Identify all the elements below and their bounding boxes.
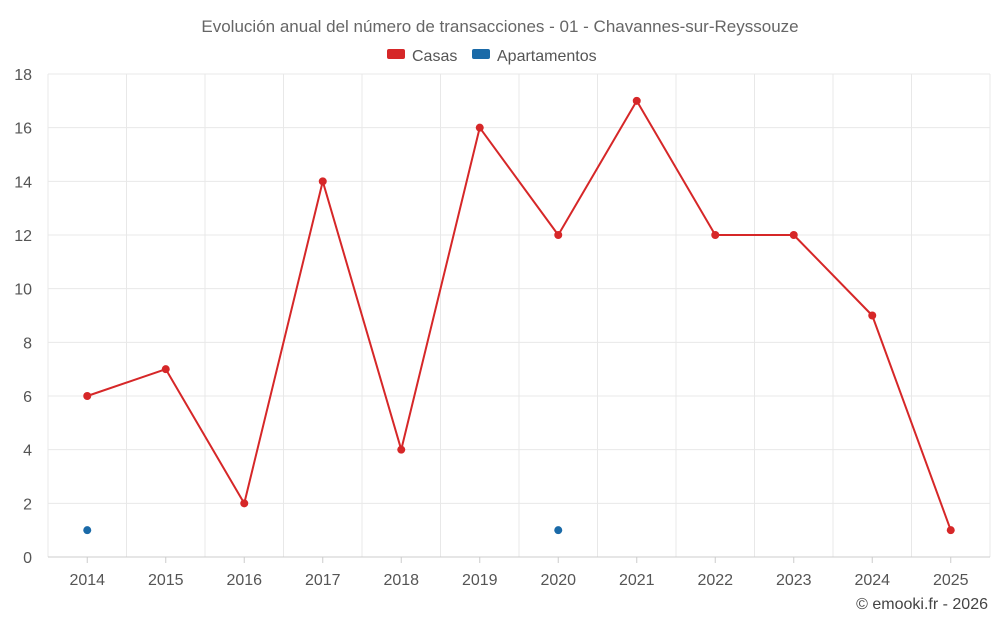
x-tick-label: 2018 <box>383 572 419 589</box>
grid <box>47 73 991 557</box>
data-point-apartamentos <box>554 526 563 535</box>
data-point-casas <box>83 392 92 400</box>
data-point-casas <box>868 311 877 320</box>
legend-swatch-casas <box>387 49 405 59</box>
y-tick-label: 2 <box>23 496 32 513</box>
x-tick-label: 2016 <box>226 572 262 589</box>
x-tick-label: 2017 <box>305 572 341 589</box>
x-tick-label: 2024 <box>854 572 890 589</box>
y-tick-label: 18 <box>14 67 32 84</box>
y-tick-label: 16 <box>14 121 32 138</box>
legend-swatch-apartamentos <box>472 49 490 59</box>
x-tick-label: 2023 <box>776 572 812 589</box>
legend-label-casas[interactable]: Casas <box>412 48 457 65</box>
y-tick-label: 12 <box>14 228 32 245</box>
data-point-casas <box>161 365 170 374</box>
series <box>83 96 955 535</box>
x-tick-label: 2022 <box>697 572 733 589</box>
y-tick-label: 0 <box>23 550 32 567</box>
data-point-casas <box>397 445 406 454</box>
data-point-casas <box>318 177 327 186</box>
y-tick-label: 10 <box>14 282 32 299</box>
data-point-casas <box>711 231 720 239</box>
x-tick-label: 2019 <box>462 572 498 589</box>
legend[interactable]: Casas Apartamentos <box>387 48 597 65</box>
data-point-casas <box>946 526 955 535</box>
data-point-casas <box>475 123 484 132</box>
x-tick-label: 2021 <box>619 572 655 589</box>
y-tick-label: 6 <box>23 389 32 406</box>
y-axis: 0 2 4 6 8 10 12 14 16 18 <box>14 67 32 567</box>
data-point-casas <box>554 231 563 239</box>
data-point-casas <box>789 231 798 239</box>
x-tick-label: 2020 <box>540 572 576 589</box>
legend-label-apartamentos[interactable]: Apartamentos <box>497 48 597 65</box>
x-tick-label: 2015 <box>148 572 184 589</box>
y-tick-label: 8 <box>23 335 32 352</box>
x-axis: 2014 2015 2016 2017 2018 2019 2020 2021 2022 2023… <box>48 556 990 589</box>
x-tick-label: 2014 <box>69 572 105 589</box>
y-tick-label: 4 <box>23 443 32 460</box>
chart-title: Evolución anual del número de transaccio… <box>201 17 798 36</box>
data-point-casas <box>632 96 641 105</box>
y-tick-label: 14 <box>14 174 32 191</box>
x-tick-label: 2025 <box>933 572 969 589</box>
data-point-casas <box>240 499 249 508</box>
series-line-casas <box>86 99 952 531</box>
data-point-apartamentos <box>83 526 92 535</box>
credit-text: © emooki.fr - 2026 <box>856 596 988 613</box>
